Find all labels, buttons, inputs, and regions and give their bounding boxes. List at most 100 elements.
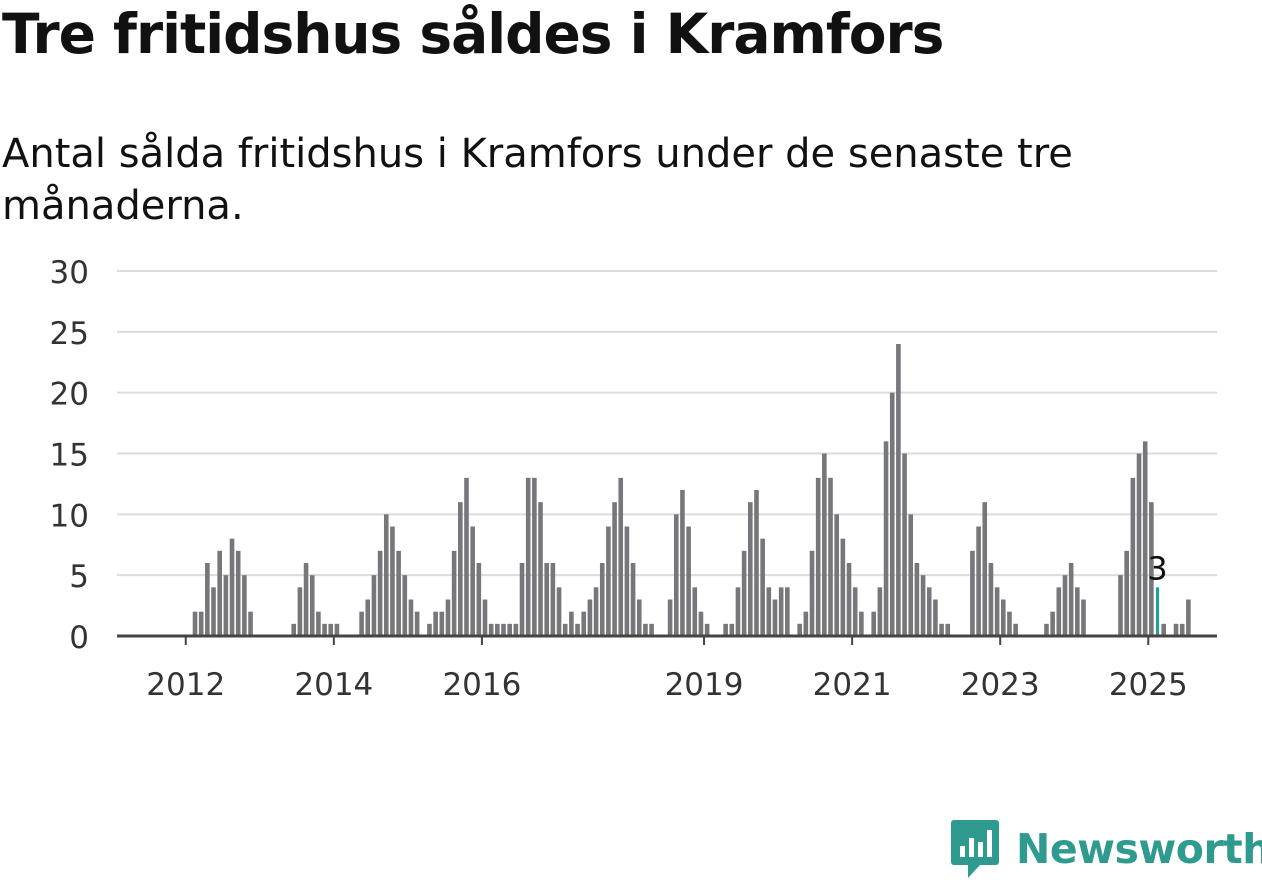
bar xyxy=(297,587,303,636)
bar xyxy=(630,563,636,636)
bar xyxy=(846,563,852,636)
bar xyxy=(390,526,395,636)
bar xyxy=(562,623,568,636)
bar xyxy=(575,623,580,636)
bar xyxy=(994,587,1000,636)
bar xyxy=(741,550,747,636)
chart-title: Tre fritidshus såldes i Kramfors xyxy=(2,2,944,66)
gridlines xyxy=(117,270,1217,577)
bar xyxy=(507,623,512,636)
bar xyxy=(229,538,235,636)
bar xyxy=(988,563,994,636)
bar xyxy=(1136,453,1142,636)
bar xyxy=(976,526,981,636)
bar xyxy=(1149,502,1154,636)
bar xyxy=(729,623,735,636)
y-tick-label: 0 xyxy=(69,620,89,656)
bar xyxy=(624,526,630,636)
bar xyxy=(1130,477,1136,636)
bar xyxy=(470,526,475,636)
bar xyxy=(593,587,599,636)
bar xyxy=(612,502,617,636)
bar xyxy=(359,611,364,636)
bar xyxy=(815,477,821,636)
x-tick-label: 2025 xyxy=(1109,667,1188,703)
bar xyxy=(673,514,679,636)
bar xyxy=(513,623,519,636)
bar xyxy=(1056,587,1062,636)
bar xyxy=(223,575,229,636)
x-tick-label: 2021 xyxy=(813,667,892,703)
bar xyxy=(636,599,642,636)
bar xyxy=(291,623,297,636)
bar xyxy=(797,623,802,636)
bar xyxy=(933,599,938,636)
bar xyxy=(920,575,926,636)
bar xyxy=(198,611,204,636)
bar xyxy=(1050,611,1055,636)
bar xyxy=(383,514,389,636)
annotations: 3 xyxy=(1147,550,1167,588)
y-axis-ticks: 0 5 10 15 20 25 30 xyxy=(50,255,89,656)
bar xyxy=(532,477,537,636)
bar xyxy=(606,526,611,636)
newsworthy-logo-icon xyxy=(951,820,999,878)
bar xyxy=(328,623,334,636)
bar xyxy=(1013,623,1018,636)
bar xyxy=(754,490,759,636)
bar xyxy=(766,587,772,636)
x-tick-label: 2016 xyxy=(442,667,521,703)
bar xyxy=(1081,599,1086,636)
bar xyxy=(748,502,753,636)
bar xyxy=(451,550,457,636)
bar xyxy=(303,563,309,636)
bar xyxy=(908,514,914,636)
bar xyxy=(692,587,698,636)
bar xyxy=(445,599,451,636)
bar xyxy=(309,575,315,636)
bar xyxy=(939,623,944,636)
bar xyxy=(680,490,685,636)
bar xyxy=(322,623,327,636)
y-tick-label: 25 xyxy=(50,316,89,352)
bar xyxy=(414,611,420,636)
bar xyxy=(1062,575,1068,636)
x-tick-label: 2012 xyxy=(146,667,225,703)
bar xyxy=(686,526,691,636)
bar xyxy=(408,599,414,636)
bar xyxy=(1124,550,1129,636)
bar xyxy=(439,611,445,636)
bar xyxy=(643,623,648,636)
data-label: 3 xyxy=(1147,550,1167,588)
bar xyxy=(544,563,549,636)
x-axis-ticks: 2012 2014 2016 2019 2021 2023 2025 xyxy=(146,636,1188,703)
bar xyxy=(519,563,525,636)
bar xyxy=(1000,599,1006,636)
bar xyxy=(834,514,839,636)
bar xyxy=(1161,623,1166,636)
bar xyxy=(569,611,574,636)
bar xyxy=(1179,623,1185,636)
bar xyxy=(1075,587,1080,636)
bar xyxy=(433,611,438,636)
bar xyxy=(1044,623,1049,636)
bar xyxy=(902,453,907,636)
bar xyxy=(495,623,500,636)
x-tick-label: 2019 xyxy=(665,667,744,703)
bar xyxy=(458,502,463,636)
bar xyxy=(772,599,778,636)
bar xyxy=(1186,599,1191,636)
bar xyxy=(822,453,827,636)
bar xyxy=(556,587,562,636)
bar xyxy=(889,392,895,636)
bar xyxy=(649,623,654,636)
bar xyxy=(501,623,506,636)
bar xyxy=(402,575,408,636)
bar xyxy=(1118,575,1123,636)
bar xyxy=(970,550,975,636)
brand-name: Newsworthy xyxy=(1016,825,1262,873)
bar xyxy=(248,611,253,636)
bar xyxy=(945,623,951,636)
bar xyxy=(476,563,482,636)
bar xyxy=(488,623,494,636)
